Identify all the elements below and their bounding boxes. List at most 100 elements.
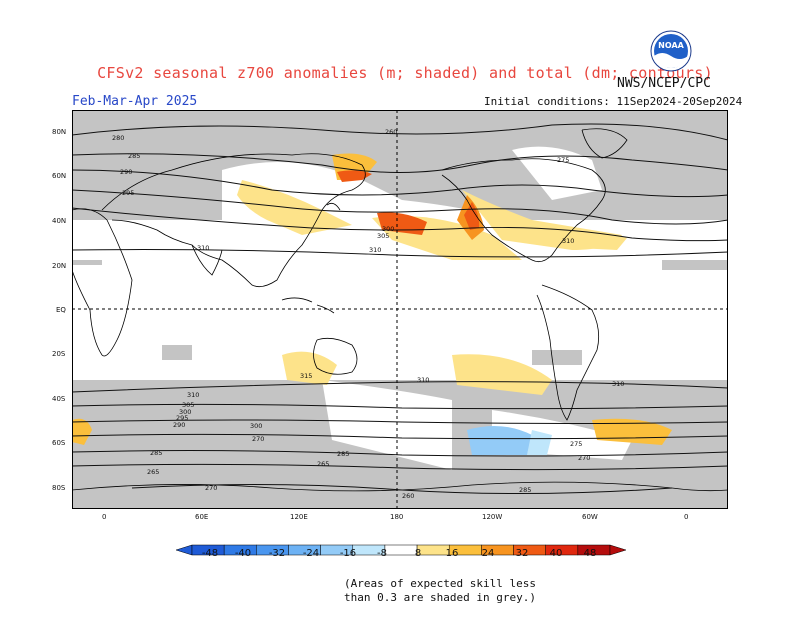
contour-285 — [72, 153, 728, 173]
contour-label: 300 — [382, 225, 394, 233]
colorbar-tick: 24 — [481, 548, 495, 559]
chart-title: CFSv2 seasonal z700 anomalies (m; shaded… — [97, 64, 713, 82]
noaa-logo: NOAA — [650, 30, 692, 72]
contour-label: 285 — [337, 450, 349, 458]
lon-label: 0 — [102, 513, 107, 521]
contour-label: 265 — [317, 460, 329, 468]
lon-label: 180 — [390, 513, 404, 521]
contour-label: 315 — [300, 372, 312, 380]
map-frame — [72, 110, 728, 509]
anomaly-pos-australia — [282, 351, 337, 385]
colorbar-tick: 40 — [549, 548, 563, 559]
colorbar-tick: 48 — [583, 548, 597, 559]
contour-260-south — [131, 483, 673, 495]
contour-labels: 280 285 290 295 300 305 310 310 310 275 … — [112, 128, 624, 500]
contour-265-south — [72, 463, 728, 471]
anomaly-neg-south-pacific-light — [527, 430, 552, 455]
colorbar-segment — [384, 544, 418, 556]
lon-label: 120W — [482, 513, 503, 521]
contour-label: 300 — [179, 408, 191, 416]
coastlines — [72, 128, 728, 492]
contour-280-south — [72, 433, 728, 440]
contour-label: 290 — [173, 421, 185, 429]
coast-greenland — [581, 128, 628, 159]
contour-label: 270 — [252, 435, 264, 443]
contour-305-south — [72, 403, 728, 410]
contour-label: 295 — [122, 189, 134, 197]
contour-300 — [72, 207, 728, 242]
lat-label: EQ — [56, 306, 66, 314]
contour-label: 305 — [377, 232, 389, 240]
contour-290-south — [72, 419, 728, 424]
lon-label: 60W — [582, 513, 598, 521]
lat-label: 20S — [52, 350, 66, 358]
contour-290 — [72, 169, 728, 198]
logo-text: NOAA — [658, 41, 684, 50]
contour-label: 310 — [562, 237, 574, 245]
colorbar-tick: -16 — [339, 548, 357, 559]
contour-label: 285 — [519, 486, 531, 494]
anomaly-pos-siberia-core — [337, 170, 372, 182]
contour-label: 300 — [250, 422, 262, 430]
coast-india — [191, 244, 223, 276]
contour-label: 295 — [176, 414, 188, 422]
contour-label: 310 — [612, 380, 624, 388]
lat-label: 80S — [52, 484, 66, 492]
anomaly-pos-north-pacific — [237, 180, 352, 235]
contour-label: 275 — [557, 156, 569, 164]
anomaly-pos-south-indian — [72, 418, 92, 445]
initial-conditions: Initial conditions: 11Sep2024-20Sep2024 — [484, 95, 743, 108]
colorbar-tick: -8 — [377, 548, 387, 559]
coast-japan — [326, 202, 341, 211]
colorbar-tick: 16 — [445, 548, 459, 559]
contour-270-south — [72, 450, 728, 457]
contour-label: 310 — [417, 376, 429, 384]
anomaly-pos-atlantic-north — [572, 233, 627, 250]
skill-note-line1: (Areas of expected skill less — [343, 577, 537, 590]
contour-label: 305 — [182, 401, 194, 409]
colorbar-tick: 8 — [414, 548, 422, 559]
anomaly-neg-south-pacific — [467, 426, 532, 455]
skill-north-america — [512, 146, 602, 200]
season-label: Feb-Mar-Apr 2025 — [72, 94, 198, 109]
colorbar-tick: 32 — [515, 548, 529, 559]
contour-310 — [72, 249, 728, 258]
grey-spot-2 — [532, 350, 582, 365]
colorbar-arrow-high — [609, 544, 626, 556]
coast-north-america — [441, 158, 606, 263]
colorbar-tick: -48 — [201, 548, 219, 559]
skill-note-line2: than 0.3 are shaded in grey.) — [343, 591, 537, 604]
colorbar-tick: -40 — [234, 548, 252, 559]
lat-label: 60S — [52, 439, 66, 447]
contour-label: 310 — [369, 246, 381, 254]
contour-label: 260 — [385, 128, 397, 136]
skill-south-pacific — [322, 380, 452, 470]
colorbar-segment — [416, 544, 450, 556]
contour-label: 280 — [112, 134, 124, 142]
colorbar-tick: -32 — [268, 548, 286, 559]
contour-label: 270 — [205, 484, 217, 492]
contour-label: 290 — [120, 168, 132, 176]
contour-label: 275 — [570, 440, 582, 448]
contour-label: 285 — [150, 449, 162, 457]
coast-africa — [72, 208, 133, 357]
contour-260 — [72, 123, 728, 141]
lon-label: 120E — [290, 513, 308, 521]
coast-australia — [313, 337, 358, 375]
lat-label: 80N — [52, 128, 67, 136]
agency-label: NWS/NCEP/CPC — [617, 76, 711, 91]
lat-label: 40S — [52, 395, 66, 403]
coast-south-america — [536, 284, 600, 421]
colorbar — [176, 544, 626, 556]
contour-label: 285 — [128, 152, 140, 160]
contour-label: 260 — [402, 492, 414, 500]
colorbar-arrow-low — [176, 544, 193, 556]
map-panel: 280 285 290 295 300 305 310 310 310 275 … — [72, 110, 728, 509]
grey-spot-1 — [162, 345, 192, 360]
contour-label: 265 — [147, 468, 159, 476]
lon-label: 60E — [195, 513, 209, 521]
lat-label: 60N — [52, 172, 67, 180]
lon-label: 0 — [684, 513, 689, 521]
contour-label: 310 — [197, 244, 209, 252]
skill-note: (Areas of expected skill less than 0.3 a… — [340, 577, 540, 605]
